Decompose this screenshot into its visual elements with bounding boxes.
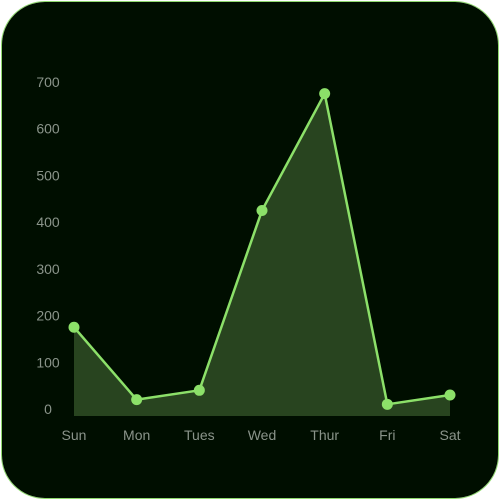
x-axis-ticks: Sun Mon Tues Wed Thur Fri Sat	[62, 427, 461, 443]
y-tick-label: 400	[36, 214, 60, 230]
x-tick-label: Mon	[123, 427, 150, 443]
data-point-wed[interactable]	[256, 204, 268, 216]
x-tick-label: Sat	[439, 427, 460, 443]
y-tick-label: 700	[36, 74, 60, 90]
y-tick-label: 100	[36, 354, 60, 370]
x-tick-label: Thur	[310, 427, 339, 443]
data-point-sun[interactable]	[68, 321, 80, 333]
data-point-mon[interactable]	[131, 394, 143, 406]
series-area-fill	[74, 93, 450, 417]
data-point-tues[interactable]	[193, 384, 205, 396]
y-tick-label: 600	[36, 121, 60, 137]
data-point-sat[interactable]	[444, 389, 456, 401]
x-tick-label: Sun	[62, 427, 87, 443]
y-axis-ticks: 0 100 200 300 400 500 600 700	[36, 74, 60, 417]
y-tick-label: 500	[36, 167, 60, 183]
y-tick-label: 200	[36, 308, 60, 324]
data-point-fri[interactable]	[381, 398, 393, 410]
data-point-thur[interactable]	[319, 88, 331, 100]
y-tick-label: 0	[44, 401, 52, 417]
y-tick-label: 300	[36, 261, 60, 277]
x-tick-label: Fri	[379, 427, 395, 443]
series-points	[68, 88, 456, 410]
x-tick-label: Tues	[184, 427, 215, 443]
x-tick-label: Wed	[248, 427, 277, 443]
